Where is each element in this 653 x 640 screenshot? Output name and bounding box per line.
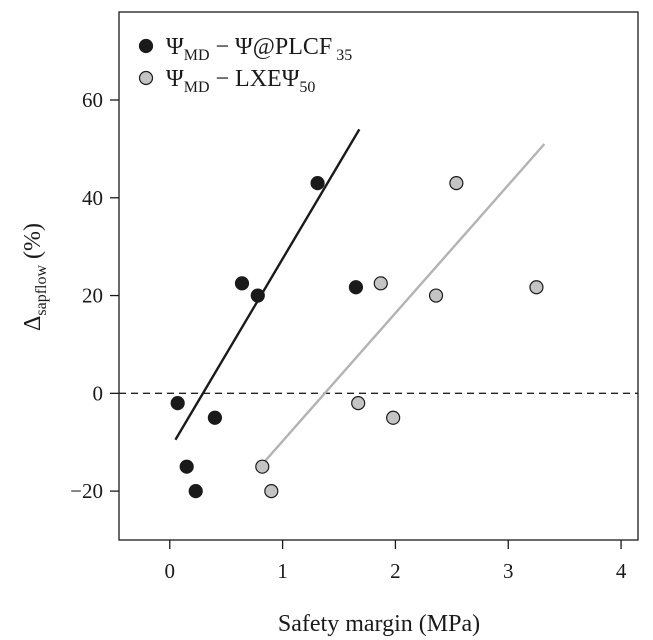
data-point-series-2: [529, 280, 544, 295]
legend-2-main: Ψ: [166, 66, 184, 92]
data-point-series-2: [449, 176, 464, 191]
x-tick-label: 0: [165, 559, 176, 583]
plot-frame: [118, 11, 639, 541]
data-point-series-1: [310, 176, 325, 191]
y-tick-label: 40: [82, 186, 103, 210]
x-tick-label: 1: [277, 559, 288, 583]
legend-1-main: Ψ: [166, 34, 184, 60]
legend-1-sub: MD: [184, 47, 210, 64]
y-axis-title: Δsapflow (%): [20, 223, 50, 331]
y-axis-title-main: Δ: [20, 316, 46, 331]
y-axis-title-sub: sapflow: [33, 265, 50, 316]
fit-line-series-1: [174, 128, 361, 441]
x-tick-label: 4: [616, 559, 627, 583]
legend-marker-series-1: [138, 38, 154, 54]
legend-1-tail: 35: [336, 47, 352, 64]
data-point-series-2: [255, 459, 270, 474]
legend-2-sub: MD: [184, 79, 210, 96]
data-point-series-1: [234, 276, 250, 291]
y-tick-label: 60: [82, 88, 103, 112]
legend-label-series-2: ΨMD − LXEΨ50: [166, 66, 315, 96]
data-point-series-1: [188, 484, 203, 499]
fit-line-series-2: [261, 143, 546, 466]
data-point-series-1: [207, 410, 223, 425]
data-point-series-2: [386, 410, 401, 425]
data-point-series-2: [373, 276, 388, 291]
legend-2-rest: − LXEΨ: [210, 66, 300, 92]
x-tick-label: 3: [503, 559, 514, 583]
y-axis-title-suffix: (%): [20, 223, 46, 265]
data-point-series-2: [351, 396, 366, 411]
data-point-series-1: [179, 459, 194, 474]
data-point-series-2: [428, 288, 444, 303]
data-point-series-1: [348, 280, 364, 295]
x-axis-title: Safety margin (MPa): [278, 611, 480, 637]
legend-marker-series-2: [138, 70, 154, 86]
data-point-series-1: [250, 288, 265, 303]
y-tick-label: 20: [82, 284, 103, 308]
x-tick-label: 2: [390, 559, 401, 583]
legend-1-rest: − Ψ@PLCF: [210, 34, 333, 60]
legend-label-series-1: ΨMD − Ψ@PLCF 35: [166, 34, 352, 64]
plot-layer: 0 1 2 3 4 −20 0 20 40 60: [70, 11, 639, 583]
legend-2-tail: 50: [299, 79, 315, 96]
y-tick-label: 0: [93, 381, 104, 405]
y-tick-label: −20: [70, 479, 103, 503]
legend: ΨMD − Ψ@PLCF 35 ΨMD − LXEΨ50: [138, 34, 352, 96]
data-point-series-1: [170, 396, 185, 411]
data-point-series-2: [264, 484, 279, 499]
